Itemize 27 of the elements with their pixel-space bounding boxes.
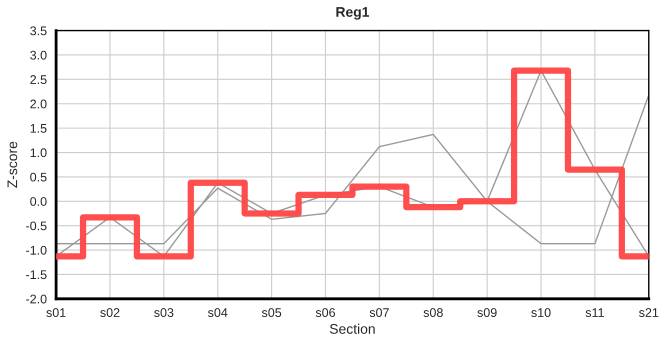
y-tick-label: 0.5	[30, 172, 47, 182]
y-tick-label: -2.0	[26, 294, 47, 304]
y-tick-label: 1.0	[30, 148, 47, 158]
y-tick-label: 3.5	[30, 26, 47, 36]
chart-title: Reg1	[336, 7, 370, 20]
x-tick-label: s08	[424, 308, 443, 318]
x-tick-label: s06	[316, 308, 336, 318]
x-tick-label: s10	[531, 308, 551, 318]
y-tick-label: -1.5	[26, 270, 47, 280]
y-tick-label: -0.5	[26, 221, 47, 230]
x-tick-label: s11	[586, 308, 604, 318]
x-tick-label: s03	[154, 308, 174, 318]
y-tick-label: 1.5	[30, 124, 47, 133]
x-tick-label: s09	[477, 308, 497, 318]
x-axis-title: Section	[330, 324, 375, 334]
y-axis-title: Z-score	[8, 142, 18, 188]
x-tick-label: s21	[639, 308, 658, 318]
x-tick-label: s05	[262, 308, 282, 318]
y-tick-label: 0.0	[30, 197, 47, 206]
x-tick-label: s02	[100, 308, 120, 318]
x-tick-label: s04	[208, 308, 228, 318]
y-tick-label: 2.5	[30, 75, 47, 84]
y-tick-label: -1.0	[26, 246, 47, 255]
x-tick-label: s01	[46, 308, 66, 318]
y-tick-label: 3.0	[30, 50, 47, 60]
x-tick-label: s07	[370, 308, 389, 318]
y-tick-label: 2.0	[30, 100, 47, 108]
